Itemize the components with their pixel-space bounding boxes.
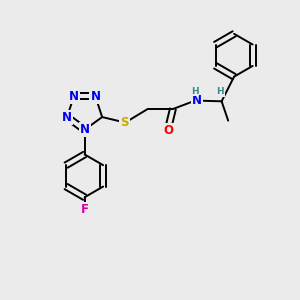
Text: N: N bbox=[90, 90, 100, 103]
Text: N: N bbox=[192, 94, 202, 107]
Text: N: N bbox=[80, 123, 90, 136]
Text: N: N bbox=[69, 90, 79, 103]
Text: O: O bbox=[164, 124, 173, 137]
Text: H: H bbox=[216, 87, 224, 96]
Text: S: S bbox=[120, 116, 129, 129]
Text: N: N bbox=[62, 111, 72, 124]
Text: F: F bbox=[81, 203, 88, 216]
Text: H: H bbox=[191, 87, 199, 96]
